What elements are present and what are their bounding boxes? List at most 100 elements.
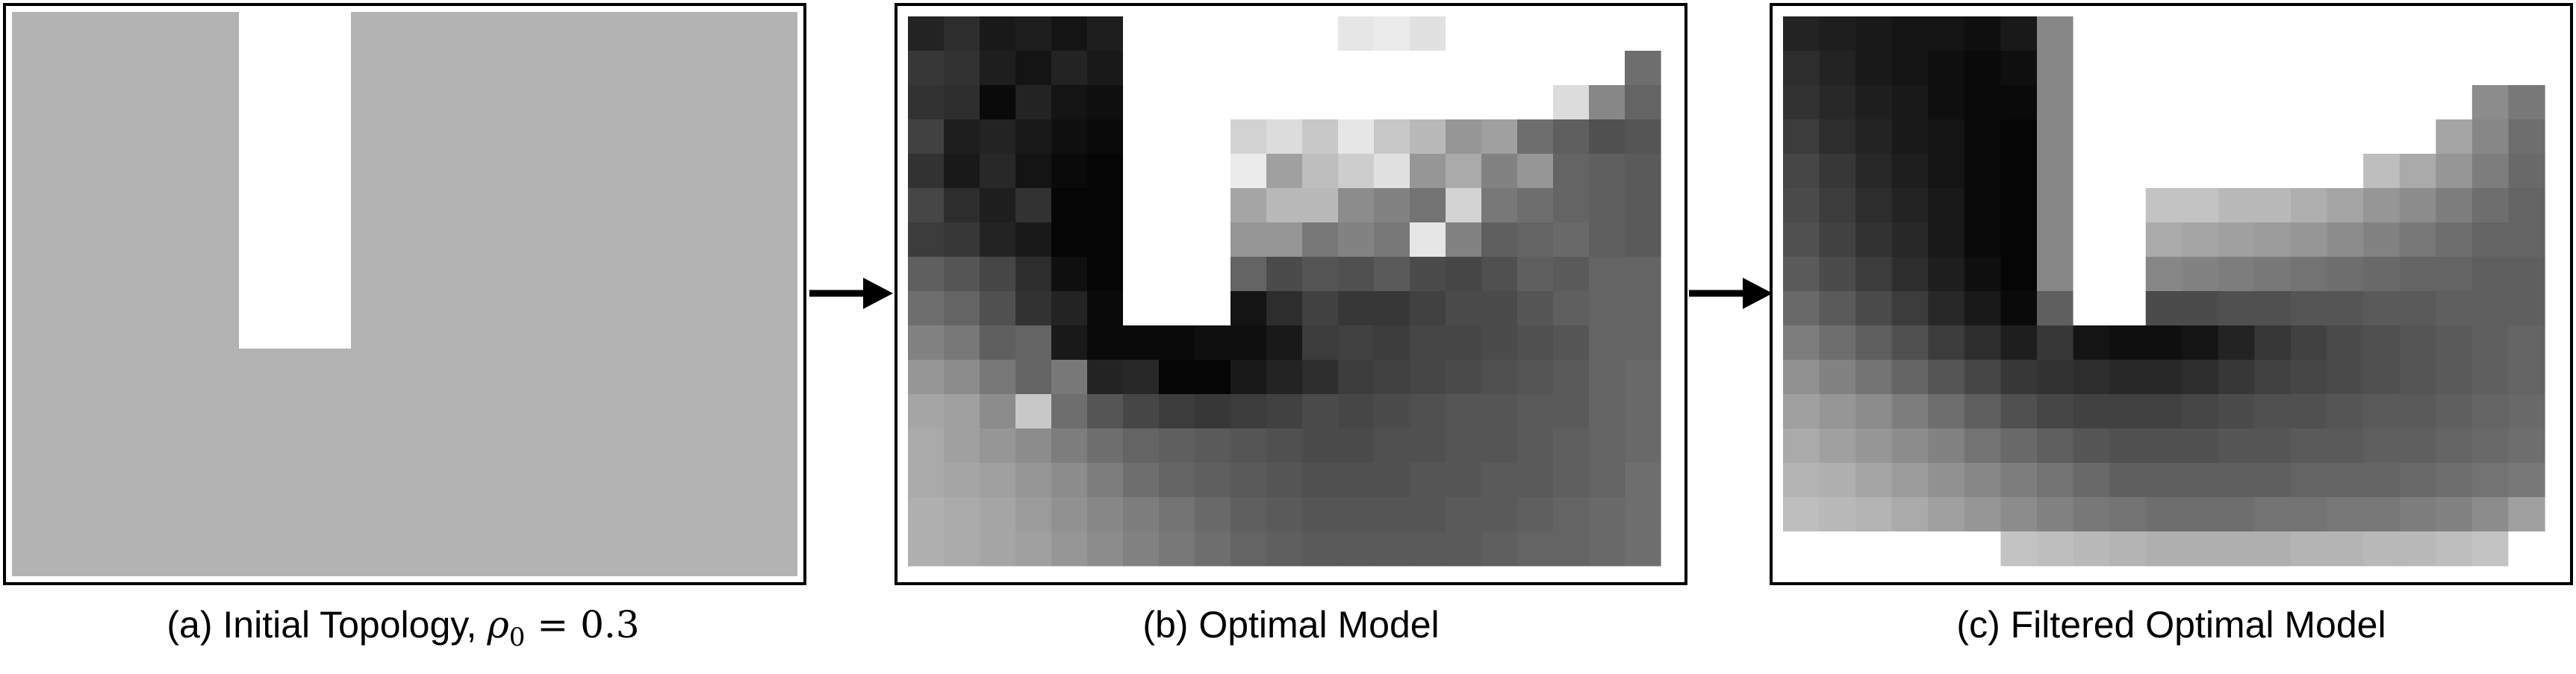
density-cell <box>980 16 1016 52</box>
density-cell <box>1446 325 1482 361</box>
density-cell <box>1195 531 1231 567</box>
density-cell <box>1928 463 1965 498</box>
density-cell <box>2508 360 2545 395</box>
density-cell <box>2218 222 2256 258</box>
density-cell <box>1015 119 1052 155</box>
density-cell <box>1891 463 1929 498</box>
density-cell <box>2508 119 2545 155</box>
density-cell <box>2436 360 2473 395</box>
density-cell <box>1302 325 1339 361</box>
density-cell <box>1446 154 1482 189</box>
density-cell <box>2363 154 2401 189</box>
density-cell <box>1819 497 1856 532</box>
density-cell <box>2254 119 2292 155</box>
density-cell <box>2363 531 2401 567</box>
density-cell <box>2508 154 2545 189</box>
density-cell <box>980 360 1016 395</box>
density-cell <box>1517 188 1554 223</box>
density-cell <box>908 325 945 361</box>
density-cell <box>1087 16 1124 52</box>
density-cell <box>1410 257 1446 292</box>
density-cell <box>1123 360 1160 395</box>
density-cell <box>1783 325 1820 361</box>
density-cell <box>2399 119 2436 155</box>
density-cell <box>1338 188 1375 223</box>
density-cell <box>1819 119 1856 155</box>
density-cell <box>1783 394 1820 429</box>
density-cell <box>1266 154 1303 189</box>
density-cell <box>1410 497 1446 532</box>
density-cell <box>2145 188 2183 223</box>
density-cell <box>2109 291 2147 326</box>
density-cell <box>2000 360 2038 395</box>
density-cell <box>1159 188 1195 223</box>
density-cell <box>1302 257 1339 292</box>
arrow-right-icon <box>809 278 893 309</box>
density-cell <box>1231 16 1267 52</box>
density-cell <box>1159 119 1195 155</box>
density-cell <box>2073 497 2110 532</box>
density-cell <box>2145 291 2183 326</box>
density-cell <box>1855 394 1893 429</box>
density-cell <box>1891 188 1929 223</box>
density-cell <box>1159 360 1195 395</box>
density-cell <box>1855 463 1893 498</box>
density-cell <box>1051 325 1088 361</box>
density-cell <box>1087 154 1124 189</box>
density-cell <box>1964 497 2002 532</box>
density-cell <box>1266 85 1303 120</box>
density-cell <box>2182 360 2219 395</box>
density-cell <box>1410 531 1446 567</box>
density-cell <box>1195 188 1231 223</box>
density-cell <box>2363 119 2401 155</box>
density-cell <box>2037 497 2074 532</box>
density-cell <box>1928 119 1965 155</box>
density-cell <box>1087 394 1124 429</box>
density-cell <box>2327 188 2364 223</box>
density-cell <box>1964 154 2002 189</box>
density-cell <box>1015 531 1052 567</box>
density-cell <box>2363 428 2401 464</box>
density-cell <box>2109 497 2147 532</box>
density-cell <box>1051 222 1088 258</box>
density-cell <box>2327 394 2364 429</box>
density-cell <box>1928 188 1965 223</box>
arrow-right-icon <box>1689 278 1773 309</box>
density-cell <box>1481 222 1518 258</box>
density-cell <box>2109 531 2147 567</box>
density-cell <box>1481 119 1518 155</box>
density-cell <box>1302 428 1339 464</box>
density-cell <box>1374 291 1410 326</box>
density-cell <box>1159 497 1195 532</box>
density-cell <box>980 428 1016 464</box>
density-cell <box>1374 497 1410 532</box>
density-cell <box>908 119 945 155</box>
density-cell <box>1481 16 1518 52</box>
density-cell <box>944 360 980 395</box>
density-cell <box>1302 188 1339 223</box>
density-cell <box>1553 85 1590 120</box>
density-cell <box>2508 51 2545 86</box>
density-cell <box>980 394 1016 429</box>
density-cell <box>1231 119 1267 155</box>
density-cell <box>2145 394 2183 429</box>
density-cell <box>2109 154 2147 189</box>
density-cell <box>1517 154 1554 189</box>
density-cell <box>2291 325 2328 361</box>
density-cell <box>980 531 1016 567</box>
density-cell <box>1338 257 1375 292</box>
density-cell <box>2073 222 2110 258</box>
density-cell <box>2508 428 2545 464</box>
density-cell <box>1783 222 1820 258</box>
density-cell <box>2109 394 2147 429</box>
density-cell <box>2471 531 2510 567</box>
density-cell <box>1819 85 1856 120</box>
density-cell <box>2471 257 2510 292</box>
density-cell <box>2109 16 2147 52</box>
density-cell <box>1087 222 1124 258</box>
density-cell <box>2508 497 2545 532</box>
density-cell <box>1481 291 1518 326</box>
density-cell <box>2254 463 2292 498</box>
density-cell <box>2109 85 2147 120</box>
density-cell <box>1015 16 1052 52</box>
